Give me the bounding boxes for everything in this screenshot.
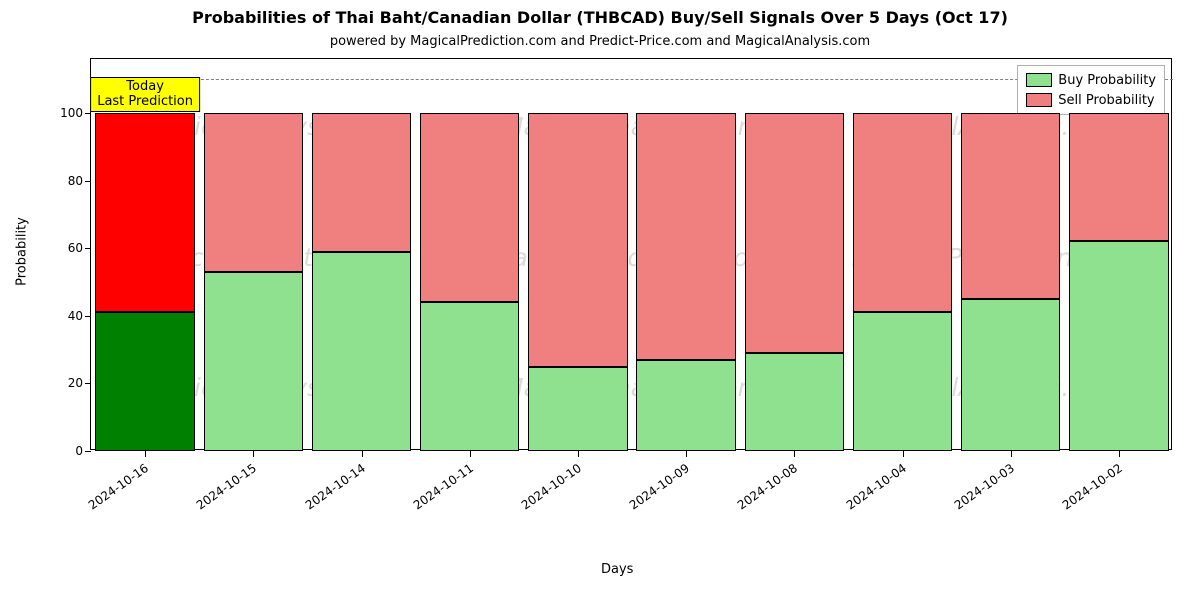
- bar-buy: [853, 312, 953, 451]
- legend-swatch: [1026, 93, 1052, 107]
- xtick-mark: [578, 451, 579, 457]
- chart-title: Probabilities of Thai Baht/Canadian Doll…: [0, 8, 1200, 27]
- ytick-mark: [85, 451, 91, 452]
- ytick-label: 100: [43, 106, 83, 120]
- bar-buy: [528, 367, 628, 451]
- bar-buy: [745, 353, 845, 451]
- bar-sell: [961, 113, 1061, 299]
- xtick-mark: [145, 451, 146, 457]
- xtick-mark: [1011, 451, 1012, 457]
- annotation-line: Today: [97, 80, 193, 94]
- bar-sell: [312, 113, 412, 252]
- ytick-label: 40: [43, 309, 83, 323]
- xtick-label: 2024-10-03: [1009, 461, 1017, 472]
- bar-sell: [1069, 113, 1169, 241]
- bar-sell: [528, 113, 628, 366]
- reference-line: [91, 79, 1173, 80]
- xtick-label: 2024-10-15: [251, 461, 259, 472]
- today-annotation: TodayLast Prediction: [90, 77, 200, 112]
- xtick-mark: [1119, 451, 1120, 457]
- y-axis-label: Probability: [15, 202, 30, 302]
- xtick-label: 2024-10-11: [468, 461, 476, 472]
- annotation-line: Last Prediction: [97, 95, 193, 109]
- xtick-mark: [253, 451, 254, 457]
- bar-sell: [420, 113, 520, 302]
- ytick-label: 20: [43, 376, 83, 390]
- ytick-mark: [85, 248, 91, 249]
- ytick-mark: [85, 316, 91, 317]
- bar-sell: [204, 113, 304, 272]
- ytick-label: 0: [43, 444, 83, 458]
- plot-area: MagicalAnalysis.comMagicalAnalysis.comMa…: [90, 58, 1172, 450]
- legend-swatch: [1026, 73, 1052, 87]
- legend: Buy Probability Sell Probability: [1017, 65, 1165, 115]
- xtick-label: 2024-10-09: [684, 461, 692, 472]
- ytick-mark: [85, 113, 91, 114]
- chart-subtitle: powered by MagicalPrediction.com and Pre…: [0, 34, 1200, 49]
- bar-sell: [853, 113, 953, 312]
- xtick-label: 2024-10-02: [1117, 461, 1125, 472]
- xtick-mark: [362, 451, 363, 457]
- ytick-mark: [85, 383, 91, 384]
- bar-buy: [95, 312, 195, 451]
- xtick-label: 2024-10-14: [360, 461, 368, 472]
- xtick-mark: [470, 451, 471, 457]
- xtick-label: 2024-10-16: [143, 461, 151, 472]
- bar-buy: [204, 272, 304, 451]
- xtick-mark: [903, 451, 904, 457]
- bar-buy: [312, 252, 412, 451]
- bar-buy: [420, 302, 520, 451]
- xtick-label: 2024-10-08: [792, 461, 800, 472]
- bar-sell: [95, 113, 195, 312]
- bar-buy: [636, 360, 736, 451]
- legend-label: Sell Probability: [1058, 93, 1154, 108]
- xtick-label: 2024-10-10: [576, 461, 584, 472]
- bar-buy: [1069, 241, 1169, 451]
- ytick-label: 80: [43, 174, 83, 188]
- x-axis-label: Days: [601, 562, 633, 577]
- chart-viewport: Probabilities of Thai Baht/Canadian Doll…: [0, 0, 1200, 600]
- ytick-mark: [85, 181, 91, 182]
- bar-buy: [961, 299, 1061, 451]
- legend-label: Buy Probability: [1058, 73, 1156, 88]
- xtick-mark: [686, 451, 687, 457]
- bar-sell: [745, 113, 845, 353]
- xtick-label: 2024-10-04: [901, 461, 909, 472]
- xtick-mark: [794, 451, 795, 457]
- legend-item: Sell Probability: [1026, 90, 1156, 110]
- ytick-label: 60: [43, 241, 83, 255]
- legend-item: Buy Probability: [1026, 70, 1156, 90]
- bar-sell: [636, 113, 736, 360]
